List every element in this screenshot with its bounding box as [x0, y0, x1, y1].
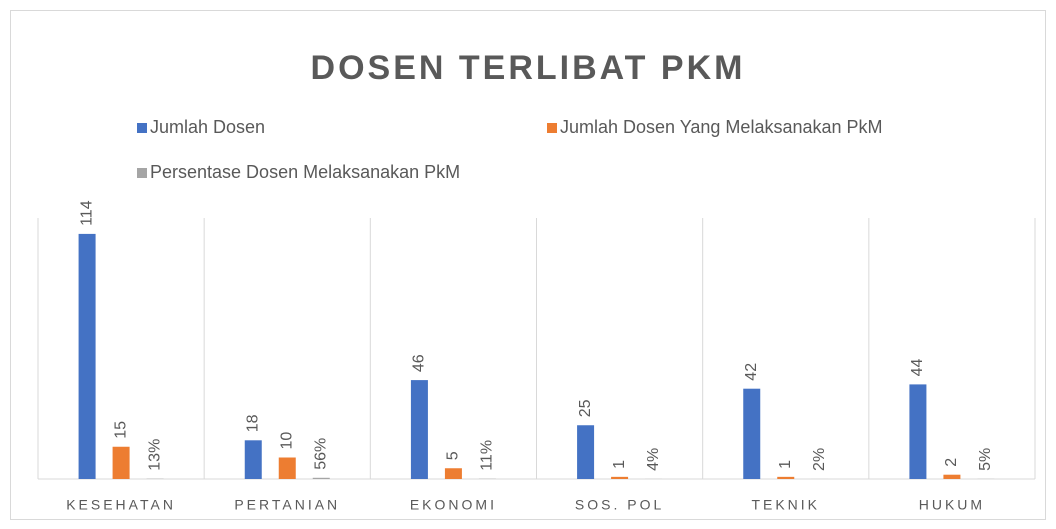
x-tick-label: TEKNIK — [751, 497, 820, 513]
legend-swatch — [137, 123, 147, 133]
legend-label: Jumlah Dosen Yang Melaksanakan PkM — [560, 117, 883, 137]
bar — [743, 388, 761, 479]
bar — [943, 474, 961, 479]
data-label: 10 — [278, 432, 295, 450]
bar — [112, 446, 130, 479]
data-label: 114 — [78, 200, 95, 226]
legend-swatch — [137, 168, 147, 178]
data-label: 2% — [811, 448, 828, 471]
data-label: 42 — [743, 363, 760, 381]
bar — [278, 457, 296, 479]
bar — [244, 440, 262, 479]
data-label: 5% — [977, 448, 994, 471]
bar — [611, 476, 629, 479]
data-label: 2 — [943, 458, 960, 467]
x-tick-label: PERTANIAN — [234, 497, 340, 513]
data-label: 46 — [411, 354, 428, 372]
data-label: 13% — [146, 439, 163, 471]
bar — [577, 425, 595, 479]
chart-title: DOSEN TERLIBAT PKM — [311, 49, 746, 87]
data-label: 1 — [777, 460, 794, 469]
data-label: 15 — [112, 421, 129, 439]
bar — [444, 468, 462, 479]
legend-label: Jumlah Dosen — [150, 117, 265, 137]
x-tick-label: HUKUM — [919, 497, 985, 513]
legend-label: Persentase Dosen Melaksanakan PkM — [150, 162, 460, 182]
bar — [78, 233, 96, 479]
data-label: 1 — [611, 460, 628, 469]
data-label: 18 — [244, 414, 261, 432]
data-label: 44 — [909, 359, 926, 377]
x-tick-label: KESEHATAN — [66, 497, 176, 513]
legend-swatch — [547, 123, 557, 133]
bar — [312, 477, 330, 479]
data-label: 4% — [645, 448, 662, 471]
bar — [410, 380, 428, 479]
data-label: 56% — [312, 438, 329, 470]
bar — [777, 476, 795, 479]
bar — [909, 384, 927, 479]
x-tick-label: SOS. POL — [575, 497, 664, 513]
data-label: 5 — [445, 451, 462, 460]
chart-border — [10, 10, 1046, 520]
data-label: 11% — [479, 440, 496, 471]
x-tick-label: EKONOMI — [410, 497, 497, 513]
data-label: 25 — [577, 399, 594, 417]
